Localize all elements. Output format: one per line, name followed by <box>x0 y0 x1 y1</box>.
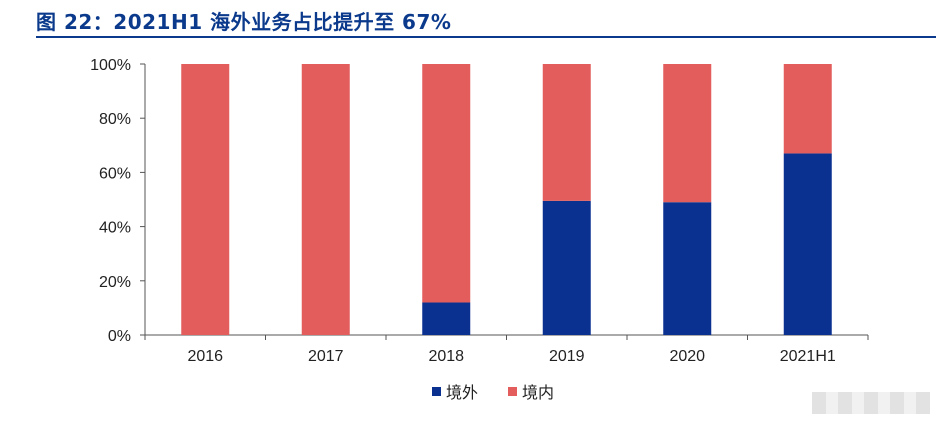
bar-domestic-2018 <box>422 64 471 303</box>
x-tick-label: 2020 <box>669 348 705 365</box>
bar-domestic-2016 <box>181 64 230 335</box>
watermark-blur <box>812 392 930 414</box>
axes <box>140 63 869 340</box>
legend-swatch-domestic <box>508 387 517 396</box>
y-tick-label: 20% <box>99 274 131 291</box>
bar-overseas-2020 <box>663 202 712 335</box>
bar-domestic-2020 <box>663 64 712 203</box>
tick-labels: 0% 20% 40% 60% 80% 100% 2016 2017 2018 2019 2020 20… <box>90 57 836 365</box>
y-tick-label: 40% <box>99 220 131 237</box>
x-tick-label: 2021H1 <box>780 348 836 365</box>
x-tick-label: 2016 <box>187 348 223 365</box>
bar-domestic-2017 <box>301 64 350 335</box>
bar-domestic-2021H1 <box>783 64 832 154</box>
bar-overseas-2021H1 <box>783 153 832 335</box>
chart-title: 图 22：2021H1 海外业务占比提升至 67% <box>36 10 452 34</box>
bar-overseas-2018 <box>422 302 471 335</box>
legend-label-domestic: 境内 <box>522 383 554 402</box>
title-divider <box>36 36 936 38</box>
y-tick-label: 100% <box>90 57 131 74</box>
x-tick-label: 2019 <box>549 348 585 365</box>
x-tick-label: 2018 <box>428 348 464 365</box>
y-tick-label: 60% <box>99 165 131 182</box>
legend-label-overseas: 境外 <box>446 383 478 402</box>
x-tick-label: 2017 <box>308 348 344 365</box>
bars <box>181 64 832 335</box>
y-tick-label: 80% <box>99 111 131 128</box>
y-tick-label: 0% <box>108 328 131 345</box>
legend-swatch-overseas <box>432 387 441 396</box>
legend: 境外 境内 <box>432 383 554 402</box>
bar-domestic-2019 <box>542 64 591 201</box>
bar-overseas-2019 <box>542 200 591 335</box>
